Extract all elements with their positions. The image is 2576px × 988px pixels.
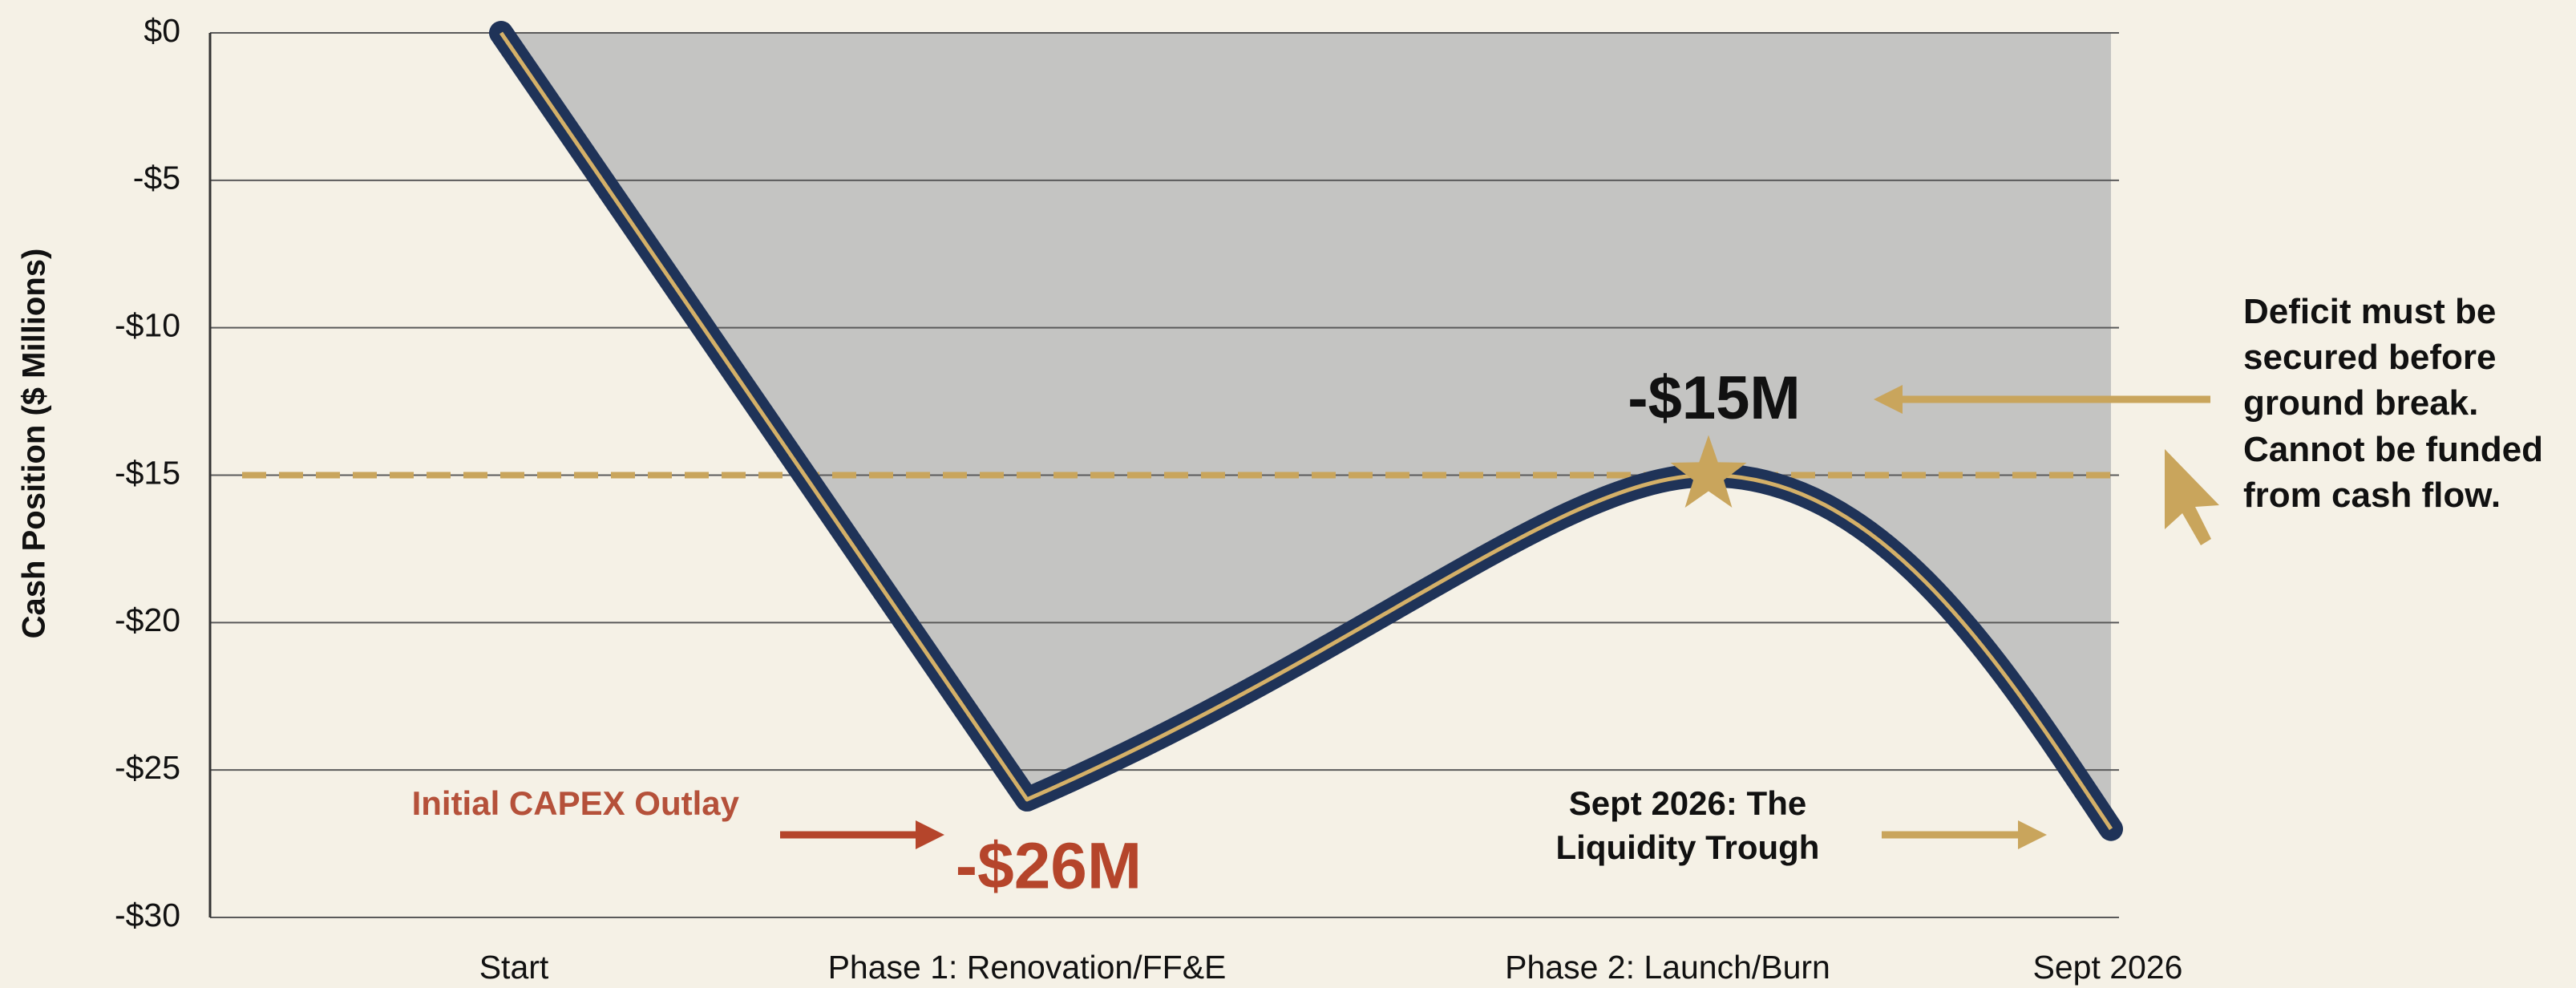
y-axis-label: Cash Position ($ Millions): [17, 249, 52, 639]
annotation: Deficit must be secured before ground br…: [2243, 292, 2543, 515]
x-tick-label: Start: [479, 949, 549, 986]
x-tick-label: Sept 2026: [2033, 949, 2183, 986]
y-tick-label: -$20: [115, 601, 180, 638]
y-tick-label: -$15: [115, 454, 180, 491]
annotation: Initial CAPEX Outlay: [411, 784, 739, 822]
value-label: -$26M: [956, 830, 1142, 903]
line-highlight: [499, 31, 2113, 831]
area: [501, 33, 2111, 829]
annotation: Sept 2026: The Liquidity Trough: [1555, 784, 1820, 866]
cursor-icon: [2165, 449, 2219, 545]
y-tick-label: -$25: [115, 749, 180, 786]
y-tick-label: -$10: [115, 306, 180, 343]
y-tick-label: -$30: [115, 897, 180, 933]
y-tick-label: $0: [144, 12, 180, 49]
star-marker: [1670, 435, 1747, 508]
value-label: -$15M: [1628, 364, 1800, 432]
y-tick-label: -$5: [133, 160, 180, 196]
x-tick-label: Phase 2: Launch/Burn: [1505, 949, 1830, 986]
x-tick-label: Phase 1: Renovation/FF&E: [828, 949, 1227, 986]
